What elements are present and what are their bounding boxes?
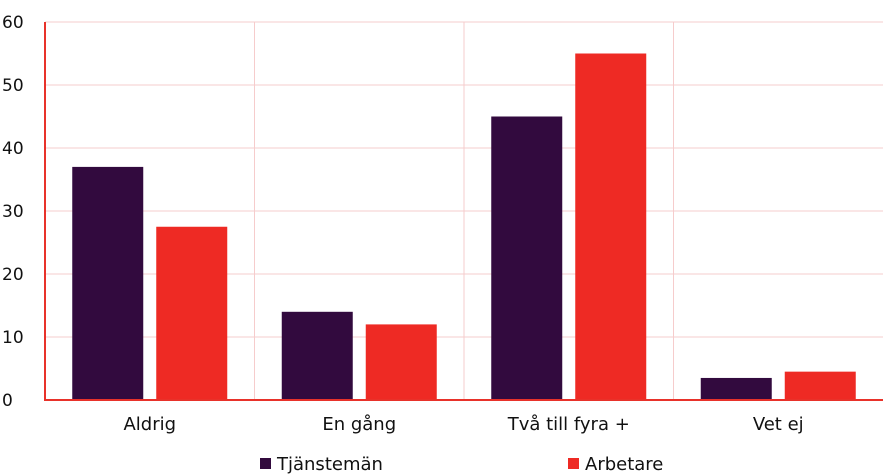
bar-series-2-1 <box>365 324 437 400</box>
legend-item: Tjänstemän <box>260 454 383 474</box>
x-category-label: Två till fyra + <box>507 414 630 435</box>
legend-swatch <box>568 458 579 469</box>
legend-label: Arbetare <box>585 454 663 474</box>
y-tick-label: 50 <box>2 76 24 96</box>
bars <box>72 53 856 400</box>
y-tick-label: 60 <box>2 13 24 33</box>
legend-swatch <box>260 458 271 469</box>
legend: Tjänstemän Arbetare <box>260 454 663 474</box>
y-tick-label: 20 <box>2 265 24 285</box>
y-tick-labels: 0 10 20 30 40 50 60 <box>2 13 24 411</box>
y-tick-label: 40 <box>2 139 24 159</box>
bar-series-1-0 <box>72 166 144 400</box>
legend-item: Arbetare <box>568 454 663 474</box>
bar-series-1-1 <box>281 311 353 400</box>
bar-series-2-2 <box>575 53 647 400</box>
x-category-label: Vet ej <box>753 414 804 435</box>
y-tick-label: 30 <box>2 202 24 222</box>
bar-series-1-2 <box>491 116 563 400</box>
legend-label: Tjänstemän <box>276 454 383 474</box>
x-category-labels: Aldrig En gång Två till fyra + Vet ej <box>123 414 803 435</box>
y-tick-label: 0 <box>2 391 13 411</box>
y-tick-label: 10 <box>2 328 24 348</box>
bar-series-1-3 <box>700 377 772 400</box>
axes <box>44 22 883 401</box>
bar-series-2-0 <box>156 226 228 400</box>
x-category-label: En gång <box>322 414 396 435</box>
bar-series-2-3 <box>784 371 856 400</box>
x-category-label: Aldrig <box>123 414 176 435</box>
